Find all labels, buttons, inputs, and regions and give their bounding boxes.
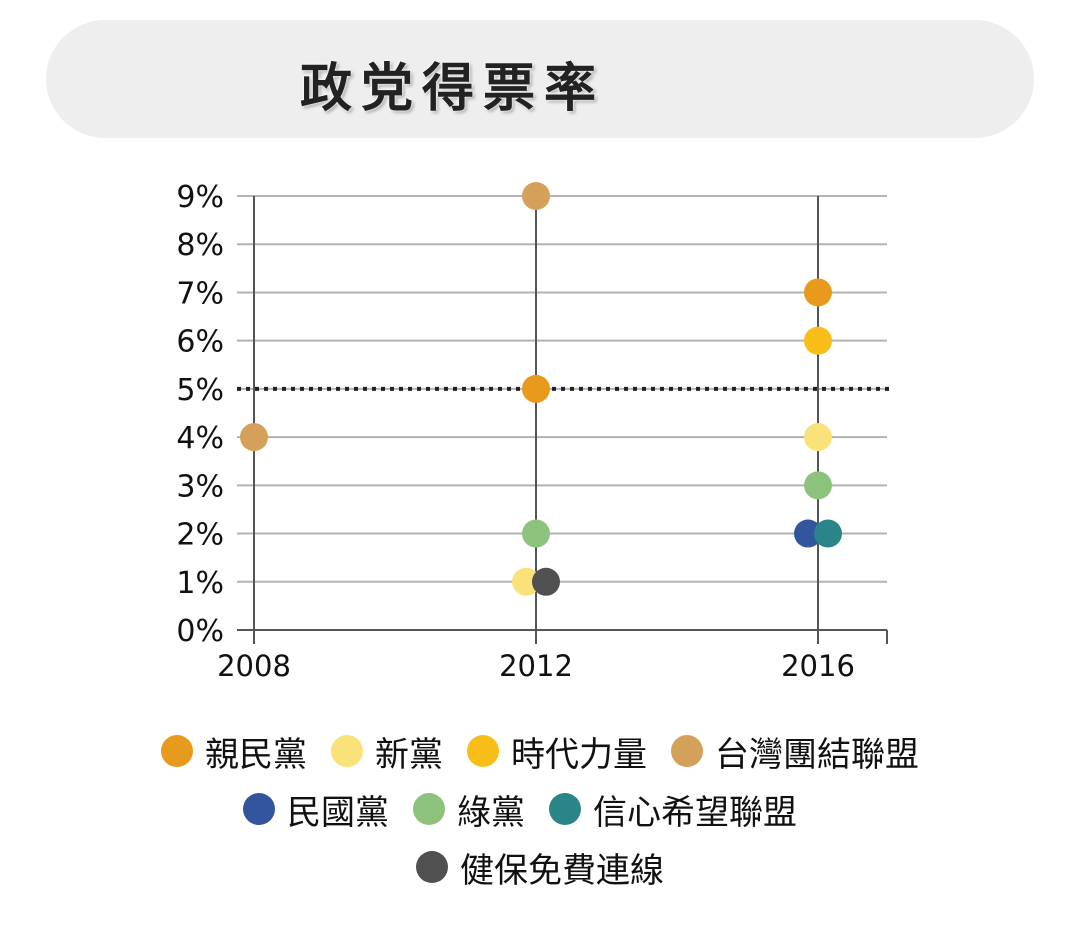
legend-row-3: 健保免費連線 [0,838,1080,896]
legend-label: 時代力量 [511,734,647,775]
legend-swatch [243,793,275,825]
legend-item: 新黨 [331,727,443,776]
legend-item: 台灣團結聯盟 [671,727,919,776]
y-tick-label: 3% [176,469,224,504]
data-point [522,519,550,548]
grid-layer [237,195,887,644]
legend-swatch [161,735,193,767]
y-tick-label: 8% [176,228,224,263]
legend-label: 健保免費連線 [460,850,664,891]
data-point [512,567,540,596]
chart-title: 政党得票率 [300,59,606,119]
legend-item: 綠黨 [413,785,525,834]
x-tick-label: 2012 [499,649,573,683]
data-points [240,182,842,596]
legend-label: 台灣團結聯盟 [715,734,919,775]
y-tick-labels: 0% 1% 2% 3% 4% 5% 6% 7% 8% 9% [176,180,224,649]
y-tick-label: 5% [176,373,224,408]
x-tick-label: 2016 [781,649,855,683]
legend-label: 親民黨 [205,734,307,775]
y-tick-label: 1% [176,566,224,601]
title-bar [46,20,1034,138]
x-tick-labels: 2008 2012 2016 [217,649,855,683]
legend-label: 新黨 [375,734,443,775]
legend-row-2: 民國黨 綠黨 信心希望聯盟 [0,780,1080,838]
legend-swatch [416,851,448,883]
legend-item: 民國黨 [243,785,389,834]
y-tick-label: 6% [176,325,224,360]
data-point [522,374,550,403]
data-point [794,519,822,548]
legend-item: 時代力量 [467,727,647,776]
y-tick-label: 9% [176,180,224,215]
scatter-chart: 0% 1% 2% 3% 4% 5% 6% 7% 8% 9% 2008 2012 2016 [176,180,893,683]
data-point [522,182,550,210]
legend-row-1: 親民黨 新黨 時代力量 台灣團結聯盟 [0,722,1080,780]
y-tick-label: 7% [176,276,224,311]
data-point [814,519,842,548]
legend-swatch [331,735,363,767]
legend-swatch [671,735,703,767]
data-point [240,423,268,452]
legend-label: 信心希望聯盟 [593,792,797,833]
y-tick-label: 0% [176,614,224,649]
y-tick-label: 4% [176,421,224,456]
x-tick-label: 2008 [217,649,291,683]
data-point [532,567,560,596]
data-point [804,471,832,500]
axis-layer [237,629,888,644]
legend-swatch [467,735,499,767]
legend-swatch [413,793,445,825]
legend-label: 民國黨 [287,792,389,833]
legend-item: 親民黨 [161,727,307,776]
data-point [804,278,832,307]
legend-label: 綠黨 [457,792,525,833]
legend-item: 信心希望聯盟 [549,785,797,834]
data-point [804,326,832,355]
legend: 親民黨 新黨 時代力量 台灣團結聯盟 民國黨 綠黨 信心希望聯盟 健保免費連線 [0,722,1080,896]
y-tick-label: 2% [176,518,224,553]
legend-item: 健保免費連線 [416,843,664,892]
legend-swatch [549,793,581,825]
data-point [804,423,832,452]
